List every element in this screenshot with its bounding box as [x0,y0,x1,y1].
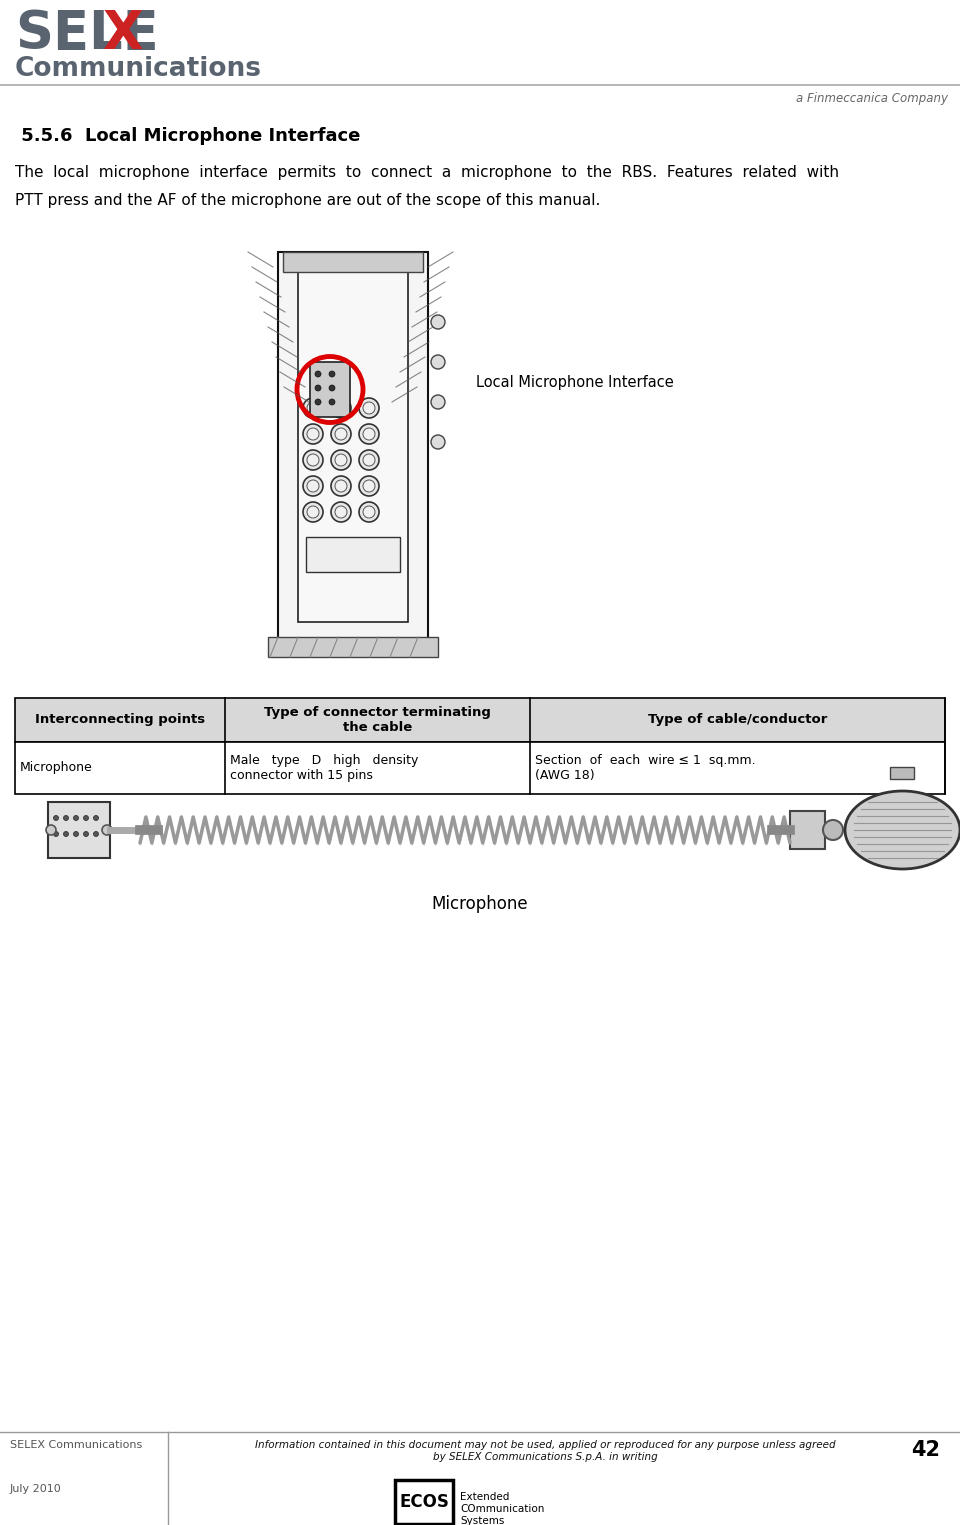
Bar [306,537,400,572]
Text: Systems: Systems [460,1516,504,1525]
Circle shape [307,403,319,413]
Bar [283,252,423,271]
Circle shape [359,450,379,470]
Bar [790,811,825,849]
Circle shape [315,384,321,390]
Circle shape [307,506,319,518]
Circle shape [431,316,445,329]
Circle shape [335,480,347,493]
Ellipse shape [845,791,960,869]
Circle shape [331,450,351,470]
Circle shape [359,476,379,496]
Text: Male   type   D   high   density
connector with 15 pins: Male type D high density connector with … [230,753,419,782]
Circle shape [329,400,335,406]
Circle shape [93,816,99,820]
Text: Microphone: Microphone [20,761,93,775]
Text: Extended: Extended [460,1491,510,1502]
Circle shape [431,355,445,369]
Bar [890,767,914,779]
Circle shape [331,424,351,444]
Bar [278,252,428,642]
Text: Section  of  each  wire ≤ 1  sq.mm.
(AWG 18): Section of each wire ≤ 1 sq.mm. (AWG 18) [535,753,756,782]
Circle shape [84,831,88,837]
Bar [395,1479,453,1523]
Circle shape [307,454,319,467]
Text: ECOS: ECOS [399,1493,449,1511]
Circle shape [303,450,323,470]
Text: Type of connector terminating
the cable: Type of connector terminating the cable [264,706,491,734]
Circle shape [331,502,351,522]
Text: Communications: Communications [15,56,262,82]
Text: COmmunication: COmmunication [460,1504,544,1514]
Circle shape [303,476,323,496]
Text: Local Microphone Interface: Local Microphone Interface [476,375,674,389]
Text: a Finmeccanica Company: a Finmeccanica Company [796,92,948,105]
Circle shape [823,820,843,840]
Text: 42: 42 [911,1440,940,1459]
Circle shape [359,398,379,418]
Circle shape [307,429,319,441]
Text: Type of cable/conductor: Type of cable/conductor [648,714,828,726]
Text: SELEX Communications: SELEX Communications [10,1440,142,1450]
Circle shape [363,506,375,518]
Circle shape [331,476,351,496]
Bar [15,743,945,795]
Circle shape [363,403,375,413]
Circle shape [363,454,375,467]
Circle shape [303,502,323,522]
Bar [248,223,458,653]
Circle shape [335,506,347,518]
Circle shape [74,831,79,837]
Circle shape [84,816,88,820]
Circle shape [46,825,56,836]
Circle shape [431,395,445,409]
Circle shape [335,429,347,441]
Circle shape [359,502,379,522]
Circle shape [315,400,321,406]
Circle shape [63,816,68,820]
Text: The  local  microphone  interface  permits  to  connect  a  microphone  to  the : The local microphone interface permits t… [15,165,839,180]
Circle shape [303,424,323,444]
Circle shape [359,424,379,444]
Bar [310,361,350,416]
Text: Interconnecting points: Interconnecting points [35,714,205,726]
Circle shape [307,480,319,493]
Circle shape [102,825,112,836]
Text: Microphone: Microphone [432,895,528,913]
Bar [298,271,408,622]
Circle shape [303,398,323,418]
Circle shape [63,831,68,837]
Bar [15,698,945,743]
Text: Information contained in this document may not be used, applied or reproduced fo: Information contained in this document m… [254,1440,835,1461]
Circle shape [54,816,59,820]
Circle shape [315,371,321,377]
Circle shape [335,454,347,467]
Circle shape [335,403,347,413]
Circle shape [54,831,59,837]
Circle shape [363,480,375,493]
Text: X: X [103,8,144,59]
Text: SELE: SELE [15,8,158,59]
Circle shape [331,398,351,418]
Circle shape [329,384,335,390]
Circle shape [93,831,99,837]
Circle shape [329,371,335,377]
Circle shape [363,429,375,441]
Bar [48,802,110,859]
Text: 5.5.6  Local Microphone Interface: 5.5.6 Local Microphone Interface [15,127,360,145]
Circle shape [431,435,445,448]
Text: July 2010: July 2010 [10,1484,61,1494]
Bar [268,637,438,657]
Text: PTT press and the AF of the microphone are out of the scope of this manual.: PTT press and the AF of the microphone a… [15,194,600,207]
Circle shape [74,816,79,820]
